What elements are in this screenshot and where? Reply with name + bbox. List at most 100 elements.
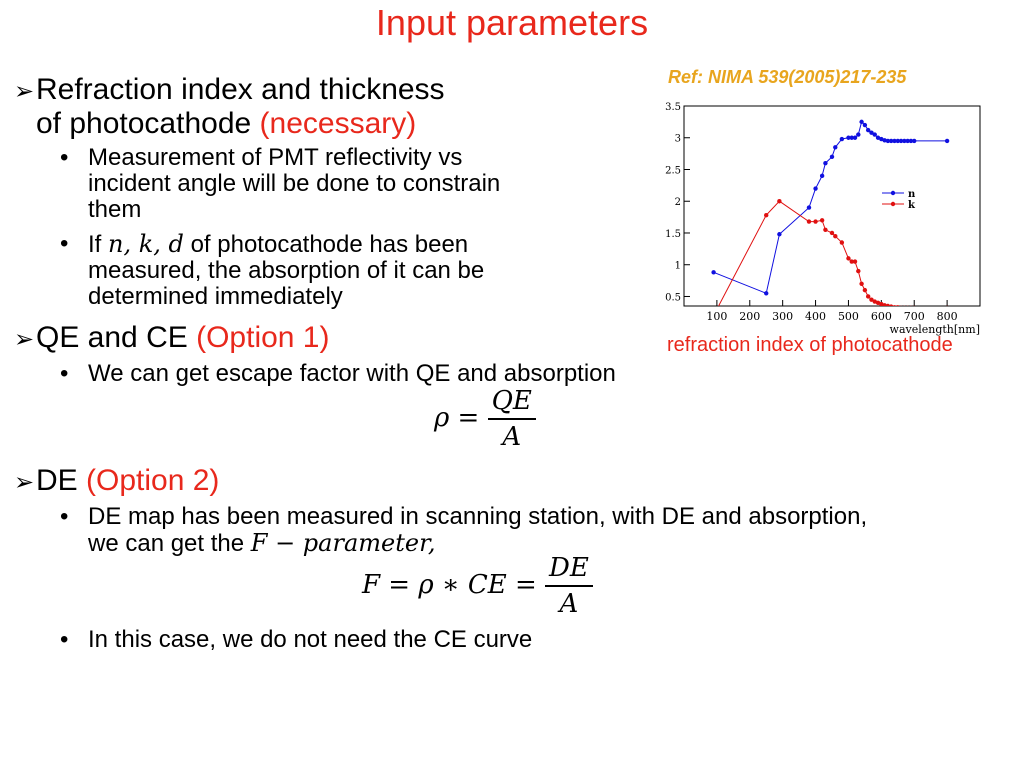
sub-bullet-text: we can get the	[88, 530, 245, 557]
data-point-n	[819, 173, 825, 179]
data-point-k	[879, 301, 884, 306]
refraction-index-chart: 100 200 300 400 500 600 700 800 0.5 1 1.5 2 2.5 3 3.5 w…	[665, 102, 981, 336]
data-point-k	[806, 219, 812, 224]
data-point-k	[852, 259, 858, 264]
x-tick-label: 200	[739, 310, 760, 323]
data-point-n	[898, 138, 904, 144]
data-point-k	[946, 305, 949, 306]
data-point-k	[764, 213, 769, 218]
bullet-tag: (Option 1)	[196, 321, 330, 354]
sub-bullet-de-map: • DE map has been measured in scanning s…	[60, 503, 868, 557]
fraction-denominator: A	[559, 589, 579, 619]
reference: Ref: NIMA 539(2005)217-235	[668, 67, 907, 87]
plot-frame	[683, 105, 981, 307]
sub-bullet-no-ce: • In this case, we do not need the CE cu…	[60, 626, 533, 653]
data-point-k	[833, 233, 838, 239]
equation-rho: ρ = QE A	[434, 386, 536, 452]
data-point-k	[892, 305, 897, 306]
data-point-n	[823, 160, 828, 166]
sub-bullet-line: determined immediately	[88, 283, 343, 310]
fraction-denominator: A	[502, 422, 522, 452]
fraction: QE A	[487, 386, 536, 452]
data-point-k	[906, 305, 909, 306]
y-tick-label: 0.5	[665, 292, 681, 303]
data-point-n	[813, 186, 818, 191]
data-point-n	[806, 205, 812, 210]
series-group	[711, 119, 950, 306]
data-point-k	[839, 240, 845, 245]
legend-label-n: n	[908, 189, 916, 200]
data-point-n	[865, 127, 871, 133]
data-point-n	[889, 138, 894, 144]
data-point-n	[846, 135, 851, 140]
data-point-k	[909, 305, 913, 306]
x-tick-label: 100	[706, 310, 727, 323]
page-title: Input parameters	[375, 2, 649, 43]
dot-bullet-icon: •	[60, 360, 69, 387]
dot-bullet-icon: •	[60, 230, 69, 257]
data-point-n	[869, 130, 874, 135]
x-tick-label: 300	[772, 310, 793, 323]
fraction-numerator: DE	[545, 553, 593, 587]
bullet-text-line2: of photocathode	[36, 107, 252, 140]
bullet-de: ➢DE (Option 2)	[14, 465, 219, 499]
math-f-parameter: F − parameter,	[250, 529, 436, 557]
data-point-n	[862, 122, 868, 128]
math-variables: n, k, d	[108, 230, 184, 258]
y-tick-label: 3.5	[665, 102, 681, 113]
data-point-n	[908, 138, 914, 144]
bullet-qe-ce: ➢QE and CE (Option 1)	[14, 322, 329, 356]
y-tick-label: 3	[675, 134, 681, 145]
y-tick-label: 1	[675, 261, 681, 272]
x-tick-label: 500	[838, 310, 859, 323]
data-point-n	[839, 136, 845, 142]
x-tick-label: 600	[871, 310, 892, 323]
data-point-n	[852, 135, 858, 140]
data-point-n	[833, 145, 838, 150]
dot-bullet-icon: •	[60, 144, 69, 171]
bullet-text: Refraction index and thickness	[36, 73, 445, 106]
data-point-k	[849, 259, 854, 264]
x-tick-label: 700	[904, 310, 925, 323]
data-point-k	[882, 303, 887, 306]
arrow-bullet-icon: ➢	[14, 469, 35, 496]
x-tick-label: 800	[937, 310, 958, 323]
sub-bullet-line: DE map has been measured in scanning sta…	[88, 503, 868, 530]
data-point-k	[885, 303, 891, 306]
data-point-k	[856, 268, 861, 274]
data-point-k	[862, 287, 868, 293]
sub-bullet-text: In this case, we do not need the CE curv…	[88, 626, 533, 653]
x-axis-label: wavelength[nm]	[890, 323, 980, 336]
arrow-bullet-icon: ➢	[14, 78, 35, 105]
data-point-k	[889, 304, 894, 306]
bullet-refraction: ➢Refraction index and thickness of photo…	[14, 74, 445, 140]
y-tick-label: 1.5	[665, 229, 681, 240]
data-point-n	[856, 132, 861, 137]
legend-marker-k	[890, 201, 896, 207]
data-point-n	[859, 119, 864, 125]
data-point-n	[912, 138, 917, 144]
equation-lhs: ρ =	[434, 403, 480, 433]
sub-bullet-measurement: • Measurement of PMT reflectivity vs inc…	[60, 145, 500, 223]
data-point-k	[777, 199, 782, 204]
data-point-n	[872, 132, 877, 137]
sub-bullet-text: We can get escape factor with QE and abs…	[88, 360, 616, 387]
fraction: DE A	[545, 553, 593, 619]
bullet-tag: (Option 2)	[86, 464, 220, 497]
data-point-k	[913, 305, 916, 306]
data-point-k	[869, 297, 874, 302]
sub-bullet-line: measured, the absorption of it can be	[88, 257, 485, 284]
fraction-numerator: QE	[487, 386, 536, 420]
data-point-n	[849, 135, 854, 140]
equation-lhs: F = ρ ∗ CE =	[362, 570, 537, 600]
data-point-n	[902, 138, 907, 144]
sub-bullet-escape: • We can get escape factor with QE and a…	[60, 360, 616, 387]
data-point-k	[903, 305, 906, 306]
data-point-n	[895, 138, 900, 144]
data-point-k	[895, 305, 900, 306]
chart-caption: refraction index of photocathode	[667, 334, 953, 356]
dot-bullet-icon: •	[60, 626, 69, 653]
data-point-n	[829, 154, 835, 159]
sub-bullet-line: them	[88, 196, 142, 223]
legend-marker-n	[890, 190, 896, 196]
